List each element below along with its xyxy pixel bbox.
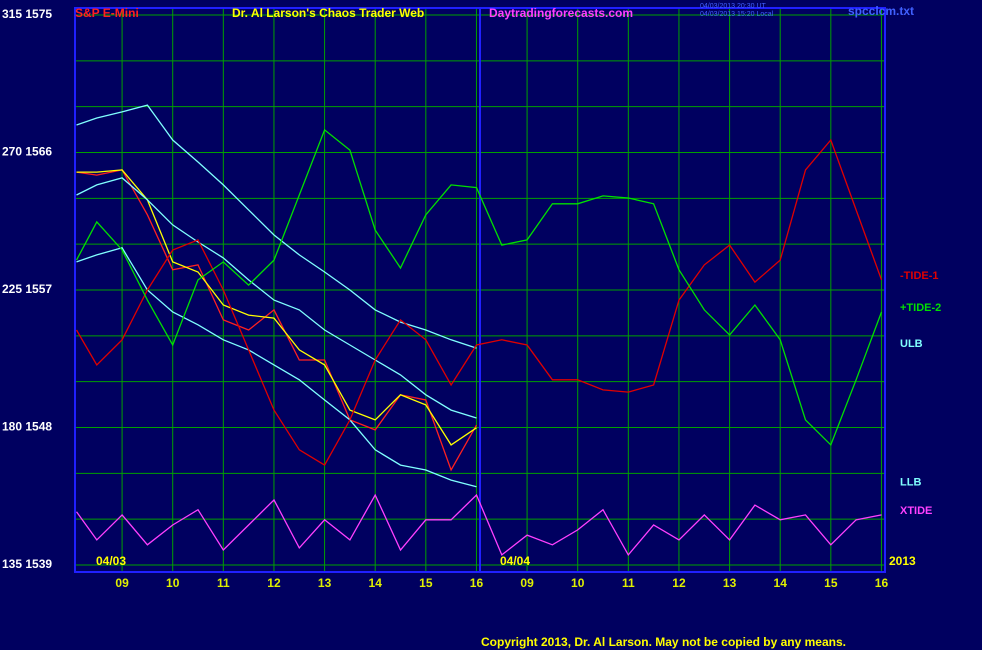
chart-title: Dr. Al Larson's Chaos Trader Web — [232, 6, 424, 20]
series-line — [76, 169, 477, 446]
legend-label: XTIDE — [900, 505, 932, 517]
x-tick-label: 12 — [267, 576, 281, 590]
x-tick-label: 15 — [419, 576, 433, 590]
timestamp: 04/03/2013 20:30 UT — [700, 3, 766, 10]
x-tick-label: 16 — [875, 576, 889, 590]
legend-label: LLB — [900, 477, 921, 489]
series-line — [75, 493, 882, 557]
file-name: spcclcm.txt — [848, 4, 914, 18]
x-tick-label: 09 — [115, 576, 129, 590]
series-line — [75, 138, 883, 467]
y-tick-label: 225 1557 — [2, 282, 52, 296]
series-line — [76, 104, 477, 349]
x-tick-label: 11 — [217, 576, 230, 590]
x-tick-label: 10 — [166, 576, 180, 590]
legend-label: ULB — [900, 338, 923, 350]
instrument: S&P E-Mini — [75, 6, 139, 20]
series-line — [75, 128, 883, 447]
y-tick-label: 270 1566 — [2, 145, 52, 159]
series-line — [76, 177, 477, 419]
timestamp: 04/03/2013 15:20 Local — [700, 11, 774, 18]
date-label: 04/03 — [96, 554, 126, 568]
x-tick-label: 14 — [369, 576, 383, 590]
date-label: 2013 — [889, 554, 916, 568]
series-lines — [75, 104, 883, 557]
series-line — [76, 169, 478, 472]
y-tick-label: 180 1548 — [2, 420, 52, 434]
x-tick-label: 16 — [470, 576, 484, 590]
x-tick-label: 11 — [622, 576, 635, 590]
x-tick-label: 13 — [318, 576, 332, 590]
labels: 135 1539 180 1548 225 1557 270 1566 315 1575… — [2, 7, 941, 590]
x-tick-label: 12 — [672, 576, 686, 590]
x-tick-label: 10 — [571, 576, 585, 590]
x-tick-label: 09 — [520, 576, 534, 590]
x-tick-label: 15 — [824, 576, 838, 590]
x-tick-label: 13 — [723, 576, 737, 590]
legend-label: -TIDE-1 — [900, 270, 939, 282]
legend-label: +TIDE-2 — [900, 302, 941, 314]
website: Daytradingforecasts.com — [489, 6, 633, 20]
copyright: Copyright 2013, Dr. Al Larson. May not b… — [481, 635, 846, 649]
date-label: 04/04 — [500, 554, 530, 568]
x-tick-label: 14 — [774, 576, 788, 590]
y-tick-label: 315 1575 — [2, 7, 52, 21]
y-tick-label: 135 1539 — [2, 557, 52, 571]
series-line — [76, 247, 477, 488]
